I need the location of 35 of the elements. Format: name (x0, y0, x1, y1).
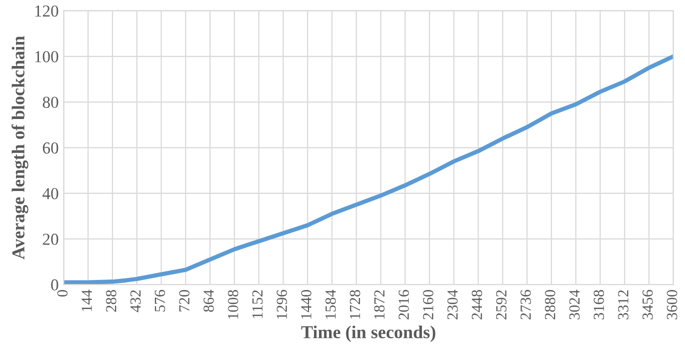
x-tick-label: 1584 (325, 290, 336, 319)
x-tick-label: 720 (179, 290, 190, 312)
x-tick-label: 2592 (496, 290, 506, 320)
x-tick-label: 144 (82, 290, 92, 312)
x-tick-label: 3600 (666, 290, 678, 320)
x-tick-label: 0 (57, 290, 68, 297)
x-tick-label: 1152 (252, 290, 263, 318)
x-axis-title: Time (in seconds) (301, 326, 436, 342)
x-tick-label: 2304 (447, 290, 458, 320)
x-tick-label: 2736 (520, 290, 531, 320)
y-tick-label: 100 (35, 51, 58, 62)
x-tick-label: 1728 (350, 290, 360, 319)
x-tick-label: 2448 (472, 290, 482, 320)
x-tick-label: 432 (130, 290, 141, 312)
x-tick-label: 2160 (423, 290, 434, 320)
y-tick-label: 40 (42, 188, 58, 200)
x-tick-label: 1440 (301, 290, 312, 319)
x-tick-label: 3024 (569, 290, 580, 320)
y-tick-label: 60 (42, 142, 58, 154)
x-tick-label: 3168 (594, 290, 604, 320)
x-tick-label: 3456 (642, 290, 653, 320)
x-tick-label: 2016 (398, 290, 409, 320)
x-tick-label: 864 (204, 290, 214, 312)
y-tick-label: 20 (42, 234, 58, 245)
y-tick-label: 80 (42, 96, 58, 108)
x-tick-label: 2880 (544, 290, 556, 320)
y-axis-title: Average length of blockchain (12, 36, 28, 260)
x-tick-label: 1872 (374, 290, 385, 319)
x-tick-label: 3312 (618, 290, 628, 320)
x-tick-label: 1008 (228, 290, 238, 319)
x-tick-label: 288 (106, 290, 116, 312)
x-tick-label: 1296 (276, 290, 288, 319)
y-tick-label: 0 (51, 279, 58, 291)
y-tick-label: 120 (35, 5, 58, 17)
x-tick-label: 576 (154, 290, 166, 312)
